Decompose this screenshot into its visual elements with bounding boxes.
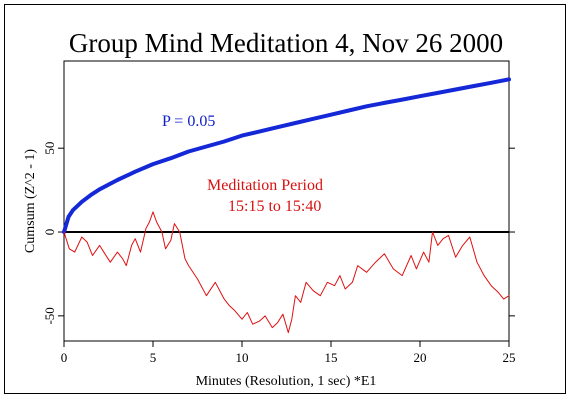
- axis-ticks: 0 5 10 15 20 25 -50 0 50: [42, 142, 516, 365]
- meditation-period-annotation: Meditation Period: [207, 177, 323, 194]
- chart-title: Group Mind Meditation 4, Nov 26 2000: [69, 28, 503, 58]
- chart-frame: [4, 4, 566, 394]
- y-tick-label-50: 50: [42, 142, 57, 155]
- probability-envelope-line: [62, 77, 511, 234]
- plot-area: [63, 60, 510, 342]
- x-tick-label-0: 0: [61, 350, 68, 365]
- x-tick-label-5: 5: [150, 350, 157, 365]
- x-tick-label-10: 10: [236, 350, 249, 365]
- x-tick-label-15: 15: [325, 350, 338, 365]
- y-tick-label-group-50: 50: [42, 142, 57, 155]
- x-tick-label-25: 25: [503, 350, 516, 365]
- p-value-annotation: P = 0.05: [162, 113, 215, 130]
- y-tick-label-group--50: -50: [42, 307, 57, 324]
- y-axis-label-group: Cumsum (Z^2 - 1): [23, 149, 38, 254]
- y-tick-label-0: 0: [42, 229, 57, 236]
- y-tick-label--50: -50: [42, 307, 57, 324]
- y-tick-label-group-0: 0: [42, 229, 57, 236]
- x-tick-label-20: 20: [414, 350, 427, 365]
- meditation-time-annotation: 15:15 to 15:40: [228, 198, 321, 215]
- cumsum-line: [63, 211, 510, 334]
- y-axis-label: Cumsum (Z^2 - 1): [23, 149, 38, 254]
- x-axis-label: Minutes (Resolution, 1 sec) *E1: [196, 374, 377, 389]
- series-lines: [62, 77, 511, 334]
